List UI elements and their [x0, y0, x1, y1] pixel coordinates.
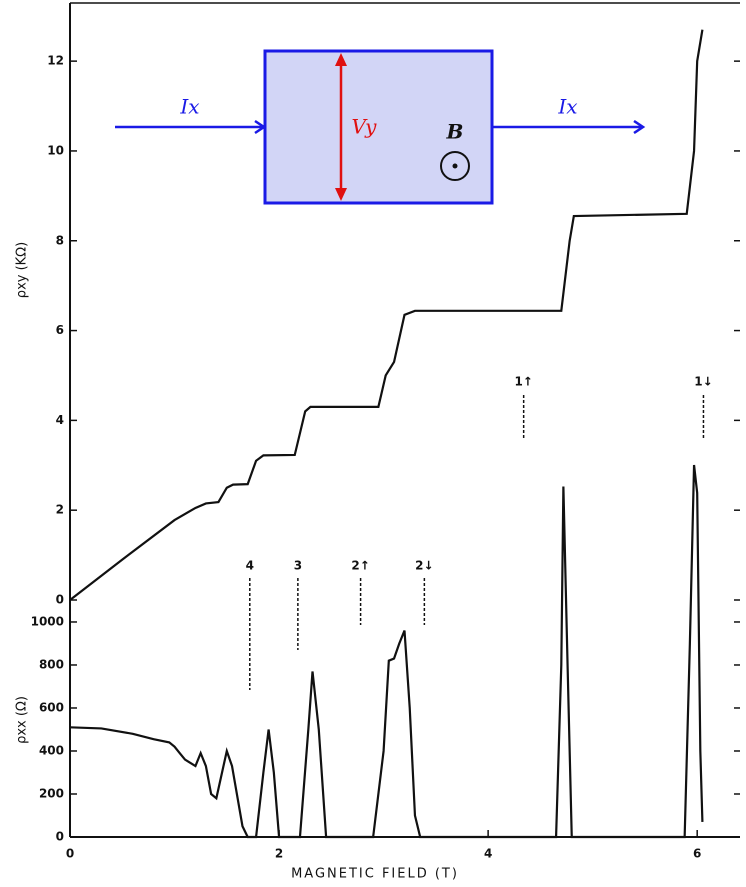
field-dot — [452, 163, 458, 169]
data-line — [69, 464, 704, 839]
level-label: 4 — [246, 559, 254, 573]
level-label: 2↓ — [415, 559, 433, 573]
y-tick-label: 2 — [56, 503, 64, 517]
y-tick-label: 12 — [47, 54, 64, 68]
y-tick-label: 0 — [56, 593, 64, 607]
y-tick-label: 6 — [56, 323, 64, 337]
level-label: 3 — [294, 559, 302, 573]
x-axis-label: MAGNETIC FIELD (T) — [291, 867, 459, 882]
level-label: 1↑ — [514, 375, 532, 389]
current-label: Ix — [557, 95, 577, 119]
y-tick-label: 10 — [47, 143, 64, 157]
level-label: 1↓ — [694, 375, 712, 389]
current-arrows — [115, 119, 646, 135]
level-label: 2↑ — [351, 559, 369, 573]
sample — [263, 49, 494, 205]
y-tick-label: 400 — [39, 743, 64, 757]
y-tick-label: 4 — [56, 413, 64, 427]
x-tick-label: 2 — [275, 847, 283, 861]
y-tick-label: 800 — [39, 657, 64, 671]
y-tick-label: 200 — [39, 786, 64, 800]
field-label: B — [446, 120, 464, 144]
x-tick-label: 0 — [66, 847, 74, 861]
data-line — [69, 29, 704, 601]
field-symbol — [440, 151, 470, 181]
y-tick-label: 0 — [56, 830, 64, 844]
y-tick-label: 8 — [56, 233, 64, 247]
y-tick-label: 600 — [39, 700, 64, 714]
y-axis-label: ρxx (Ω) — [15, 696, 30, 744]
y-axis-label: ρxy (KΩ) — [15, 242, 30, 298]
x-tick-label: 4 — [484, 847, 492, 861]
current-label: Ix — [179, 95, 199, 119]
voltage-label: Vy — [352, 115, 378, 139]
voltage-arrow — [335, 53, 347, 201]
y-tick-label: 1000 — [31, 614, 64, 628]
x-tick-label: 6 — [693, 847, 701, 861]
